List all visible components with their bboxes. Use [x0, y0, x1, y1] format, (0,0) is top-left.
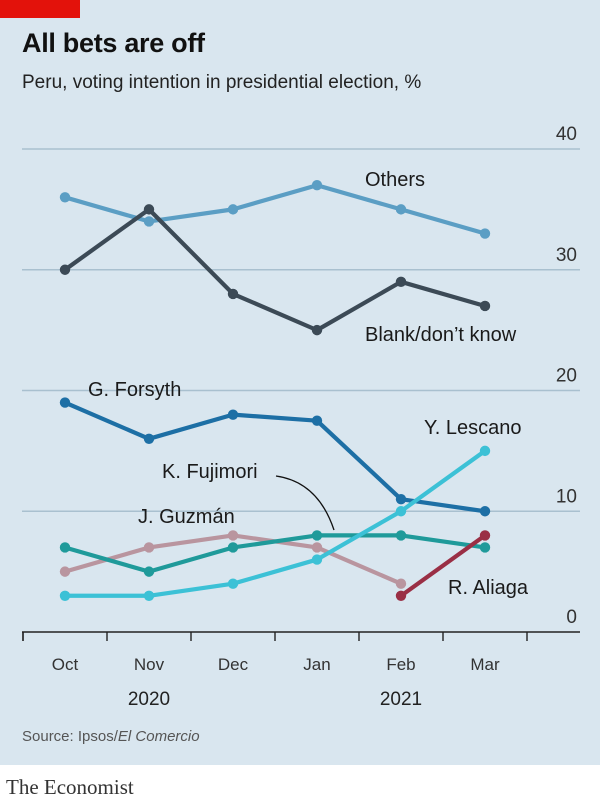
- chart-title: All bets are off: [22, 28, 205, 58]
- series-line-y-lescano: [62, 448, 488, 598]
- source-prefix: Source: Ipsos/: [22, 728, 118, 745]
- y-tick-label: 10: [556, 486, 577, 507]
- data-point-others: [395, 204, 407, 215]
- series-label: R. Aliaga: [448, 577, 529, 599]
- data-point-g-forsyth: [479, 506, 491, 517]
- series-label: Y. Lescano: [424, 417, 522, 439]
- series-label: J. Guzmán: [138, 506, 235, 528]
- data-point-k-fujimori: [143, 566, 155, 577]
- series-label: Others: [365, 169, 425, 191]
- gridlines: 0 10 20 30 40: [22, 124, 580, 628]
- y-tick-label: 0: [566, 607, 577, 628]
- data-point-y-lescano: [311, 554, 323, 565]
- x-tick-label: Feb: [386, 655, 415, 674]
- y-tick-label: 30: [556, 245, 577, 266]
- y-tick-label: 40: [556, 124, 577, 145]
- series-labels: Others Blank/don’t know G. Forsyth Y. Lesca…: [88, 169, 529, 599]
- x-axis: Oct Nov Dec Jan Feb Mar 2020 2021: [22, 631, 580, 710]
- data-point-others: [311, 180, 323, 191]
- data-point-r-aliaga: [479, 530, 491, 541]
- data-point-others: [227, 204, 239, 215]
- data-point-blank-don-t-know: [59, 264, 71, 275]
- series-lines: [59, 180, 491, 601]
- data-point-blank-don-t-know: [311, 324, 323, 336]
- data-point-y-lescano: [479, 445, 491, 457]
- data-point-y-lescano: [227, 578, 239, 589]
- chart-subtitle: Peru, voting intention in presidential e…: [22, 72, 422, 93]
- x-tick-label: Nov: [134, 655, 165, 674]
- data-point-others: [59, 192, 71, 203]
- source-publication: El Comercio: [117, 728, 200, 745]
- data-point-k-fujimori: [59, 542, 71, 553]
- data-point-blank-don-t-know: [395, 276, 407, 288]
- x-tick-label: Jan: [303, 655, 330, 674]
- x-year-label: 2020: [128, 689, 170, 710]
- data-point-blank-don-t-know: [227, 288, 239, 300]
- x-tick-label: Oct: [52, 655, 79, 674]
- fujimori-leader-line: [275, 475, 335, 531]
- x-year-label: 2021: [380, 689, 422, 710]
- data-point-k-fujimori: [311, 530, 323, 541]
- data-point-blank-don-t-know: [143, 204, 155, 215]
- data-point-g-forsyth: [143, 433, 155, 444]
- series-label: G. Forsyth: [88, 379, 181, 401]
- series-line-blank-don-t-know: [62, 207, 488, 333]
- source-note: Source: Ipsos/El Comercio: [22, 728, 200, 745]
- data-point-others: [479, 228, 491, 239]
- data-point-g-forsyth: [227, 409, 239, 420]
- chart-card: [0, 0, 600, 765]
- data-point-y-lescano: [59, 590, 71, 601]
- data-point-g-forsyth: [59, 397, 71, 408]
- line-chart: 0 10 20 30 40 Oct Nov Dec Jan Feb Mar 2020 2021 Oth…: [22, 124, 580, 710]
- brand-red-tag: [0, 0, 80, 18]
- data-point-j-guzm-n: [227, 530, 239, 541]
- data-point-g-forsyth: [395, 493, 407, 505]
- data-point-y-lescano: [143, 590, 155, 601]
- series-label: Blank/don’t know: [365, 324, 517, 346]
- data-point-j-guzm-n: [59, 566, 71, 577]
- data-point-j-guzm-n: [143, 542, 155, 553]
- series-line-k-fujimori: [62, 533, 488, 574]
- x-tick-label: Mar: [470, 655, 500, 674]
- data-point-others: [143, 216, 155, 227]
- data-point-k-fujimori: [395, 530, 407, 541]
- data-point-k-fujimori: [479, 542, 491, 553]
- data-point-y-lescano: [395, 506, 407, 517]
- data-point-blank-don-t-know: [479, 300, 491, 312]
- series-label: K. Fujimori: [162, 461, 258, 483]
- data-point-j-guzm-n: [311, 542, 323, 553]
- x-tick-label: Dec: [218, 655, 249, 674]
- data-point-j-guzm-n: [395, 578, 407, 589]
- data-point-r-aliaga: [395, 590, 407, 601]
- economist-logo-text: The Economist: [6, 775, 134, 799]
- data-point-k-fujimori: [227, 542, 239, 553]
- y-tick-label: 20: [556, 366, 577, 387]
- series-line-r-aliaga: [398, 533, 488, 598]
- data-point-g-forsyth: [311, 415, 323, 426]
